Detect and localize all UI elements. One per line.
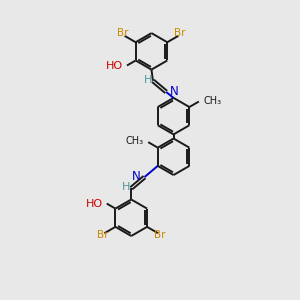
Text: HO: HO — [106, 61, 123, 70]
Text: Br: Br — [174, 28, 186, 38]
Text: CH₃: CH₃ — [203, 96, 221, 106]
Text: N: N — [170, 85, 179, 98]
Text: Br: Br — [117, 28, 129, 38]
Text: HO: HO — [86, 199, 103, 208]
Text: H: H — [144, 75, 152, 85]
Text: Br: Br — [154, 230, 165, 240]
Text: CH₃: CH₃ — [126, 136, 144, 146]
Text: H: H — [122, 182, 131, 192]
Text: N: N — [132, 170, 141, 183]
Text: Br: Br — [97, 230, 109, 240]
